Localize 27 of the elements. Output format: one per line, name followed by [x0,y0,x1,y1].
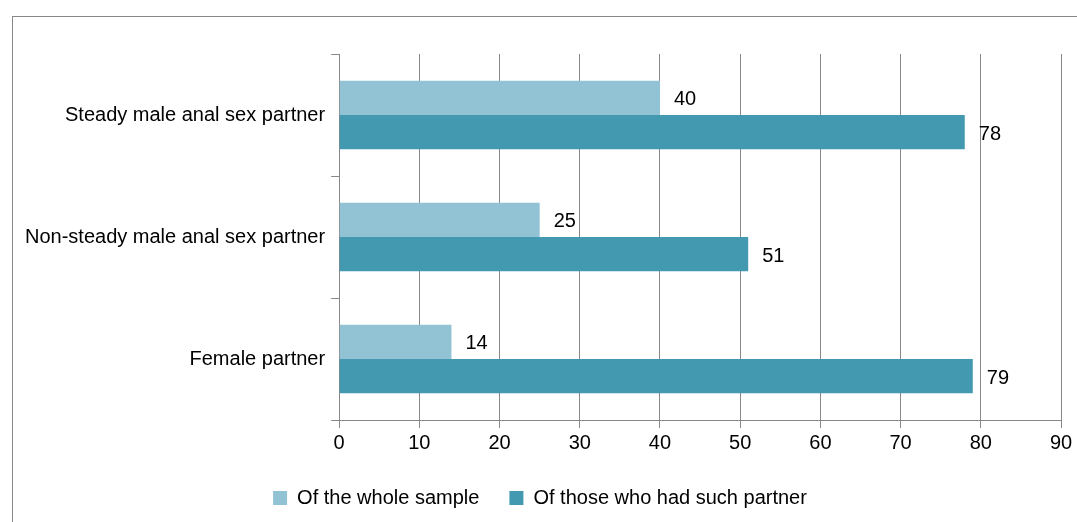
bar [339,80,660,115]
y-tick-label: Steady male anal sex partner [65,102,326,125]
x-tick-label: 80 [969,430,992,453]
bar [339,115,965,150]
legend-label: Of those who had such partner [533,485,808,508]
x-tick-label: 60 [809,430,832,453]
y-tick-label: Non-steady male anal sex partner [25,224,326,247]
data-label: 14 [465,331,488,354]
data-label: 25 [553,209,576,232]
bar [339,324,452,359]
data-label: 79 [986,365,1010,388]
x-tick-label: 0 [333,430,345,453]
bar [339,202,540,237]
bar [339,237,749,272]
legend-label: Of the whole sample [297,485,480,508]
y-tick-label: Female partner [189,346,326,369]
data-label: 40 [673,87,697,110]
x-tick-label: 20 [488,430,511,453]
x-tick-label: 40 [648,430,672,453]
x-tick-label: 10 [408,430,431,453]
x-tick-label: 90 [1049,430,1073,453]
data-label: 51 [762,243,785,266]
x-tick-label: 70 [889,430,912,453]
x-tick-label: 30 [568,430,591,453]
bar [339,359,973,394]
data-label: 78 [978,121,1001,144]
x-tick-label: 50 [729,430,752,453]
